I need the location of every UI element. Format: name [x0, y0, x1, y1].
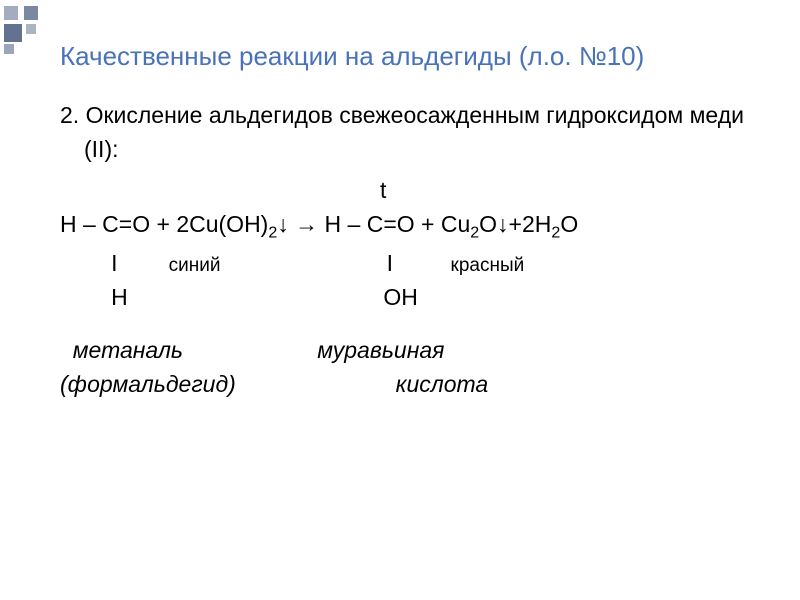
t-label-row: t — [60, 173, 750, 208]
label-formaldehyde: (формальдегид) — [60, 371, 236, 397]
substance-labels-2: (формальдегид) кислота — [60, 367, 750, 402]
equation-line-3: H OH — [60, 280, 750, 315]
slide-title: Качественные реакции на альдегиды (л.о. … — [60, 40, 750, 74]
slide-body: 2. Окисление альдегидов свежеосажденным … — [60, 98, 750, 402]
substance-labels-1: метаналь муравьиная — [60, 333, 750, 368]
label-acid: кислота — [396, 371, 489, 397]
equation-line-2: I синий I красный — [60, 246, 750, 281]
point-text: 2. Окисление альдегидов свежеосажденным … — [60, 98, 750, 167]
slide-content: Качественные реакции на альдегиды (л.о. … — [0, 0, 800, 422]
label-red: красный — [451, 255, 525, 276]
label-methanal: метаналь — [73, 337, 183, 363]
label-blue: синий — [169, 255, 221, 276]
label-formic: муравьиная — [317, 337, 444, 363]
equation-line-1: H – C=O + 2Cu(OH)2↓ → H – C=O + Cu2O↓+2H… — [60, 207, 750, 246]
t-label: t — [380, 177, 386, 203]
